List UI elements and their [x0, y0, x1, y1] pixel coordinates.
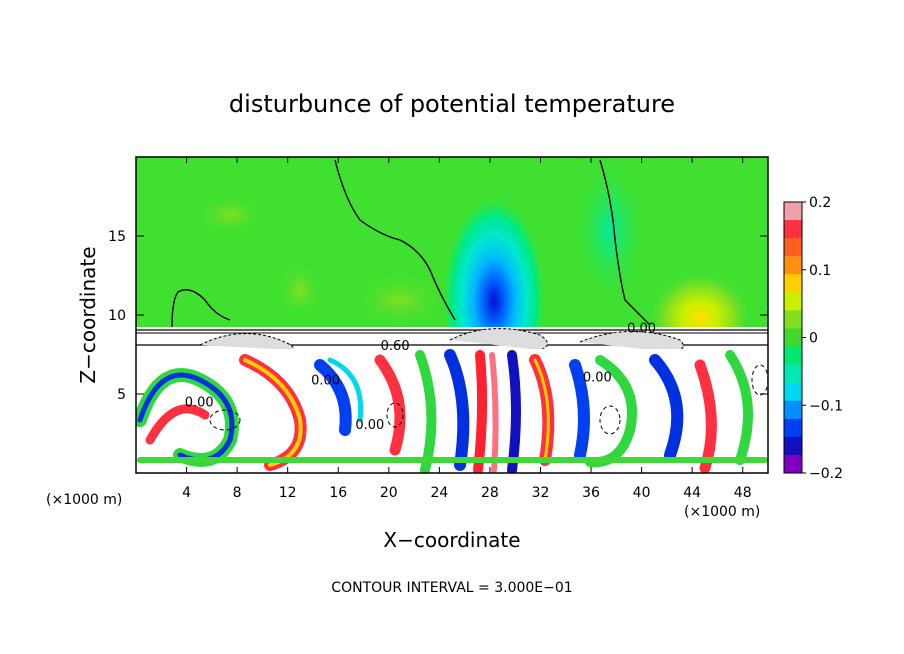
- x-tick-label: 28: [481, 485, 499, 501]
- x-tick-label: 12: [279, 485, 297, 501]
- contour-label: 0.00: [185, 396, 214, 411]
- warm-anomaly-right: [650, 255, 750, 345]
- contour-lines: [171, 159, 651, 328]
- y-tick-label: 15: [108, 229, 126, 245]
- colorbar-swatch: [784, 346, 802, 366]
- turbulent-bands: [136, 349, 768, 473]
- colorbar-swatch: [784, 310, 802, 329]
- colorbar-swatch: [784, 328, 802, 348]
- contour-labels: 0.60 0.00 0.00 0.00 0.00 0.00: [185, 321, 656, 432]
- x-axis-ticks: 4 8 12 16 20 24 28 32 36 40 44 48: [182, 157, 752, 501]
- warm-anomaly-left: [200, 197, 260, 233]
- colorbar-tick-label: −0.1: [809, 398, 843, 414]
- colorbar-tick-label: −0.2: [809, 466, 843, 482]
- colorbar-swatch: [784, 400, 802, 420]
- chart-title: disturbunce of potential temperature: [229, 90, 675, 118]
- y-tick-label: 10: [108, 308, 126, 324]
- contour-label: 0.60: [381, 339, 410, 354]
- contour-label: 0.00: [583, 370, 612, 385]
- cloud-top-right: [579, 330, 684, 353]
- colorbar-tick-label: 0: [809, 331, 818, 347]
- x-tick-label: 44: [683, 485, 701, 501]
- contour-dashed: [209, 364, 768, 435]
- contour-interval-note: CONTOUR INTERVAL = 3.000E−01: [331, 580, 572, 596]
- x-tick-label: 40: [633, 485, 651, 501]
- cloud-top-left: [199, 333, 294, 351]
- x-unit-left: (×1000 m): [46, 492, 122, 508]
- x-tick-label: 32: [532, 485, 550, 501]
- contour-label: 0.00: [355, 418, 384, 433]
- colorbar-swatch: [784, 436, 802, 456]
- colorbar-swatch: [784, 274, 802, 293]
- x-tick-label: 24: [430, 485, 448, 501]
- warm-anomaly-mid2: [360, 275, 440, 325]
- x-tick-label: 16: [329, 485, 347, 501]
- y-axis-label: Z−coordinate: [76, 246, 100, 383]
- x-axis-label: X−coordinate: [383, 528, 520, 552]
- x-tick-label: 8: [233, 485, 242, 501]
- colorbar-swatch: [784, 418, 802, 438]
- warm-anomaly-mid: [280, 265, 320, 315]
- y-axis-ticks: 5 10 15: [108, 229, 768, 403]
- colorbar-swatch: [784, 364, 802, 384]
- colorbar-tick-label: 0.1: [809, 263, 831, 279]
- x-tick-label: 4: [182, 485, 191, 501]
- x-tick-label: 36: [582, 485, 600, 501]
- cloud-top-mid: [449, 328, 548, 351]
- contour-label: 0.00: [311, 374, 340, 389]
- colorbar-swatch: [784, 292, 802, 311]
- colorbar: 0.2 0.1 0 −0.1 −0.2: [783, 195, 843, 482]
- colorbar-swatch: [784, 256, 802, 275]
- colorbar-swatch: [784, 382, 802, 402]
- x-tick-label: 48: [734, 485, 752, 501]
- plot-area: [136, 157, 768, 473]
- cool-anomaly-right: [575, 160, 645, 300]
- colorbar-swatch: [784, 454, 802, 474]
- colorbar-tick-label: 0.2: [809, 195, 831, 211]
- x-unit-right: (×1000 m): [684, 504, 760, 520]
- colorbar-swatch: [784, 220, 802, 239]
- y-tick-label: 5: [117, 387, 126, 403]
- x-tick-label: 20: [380, 485, 398, 501]
- colorbar-swatch: [784, 202, 802, 221]
- colorbar-swatch: [784, 238, 802, 257]
- contour-label: 0.00: [627, 321, 656, 336]
